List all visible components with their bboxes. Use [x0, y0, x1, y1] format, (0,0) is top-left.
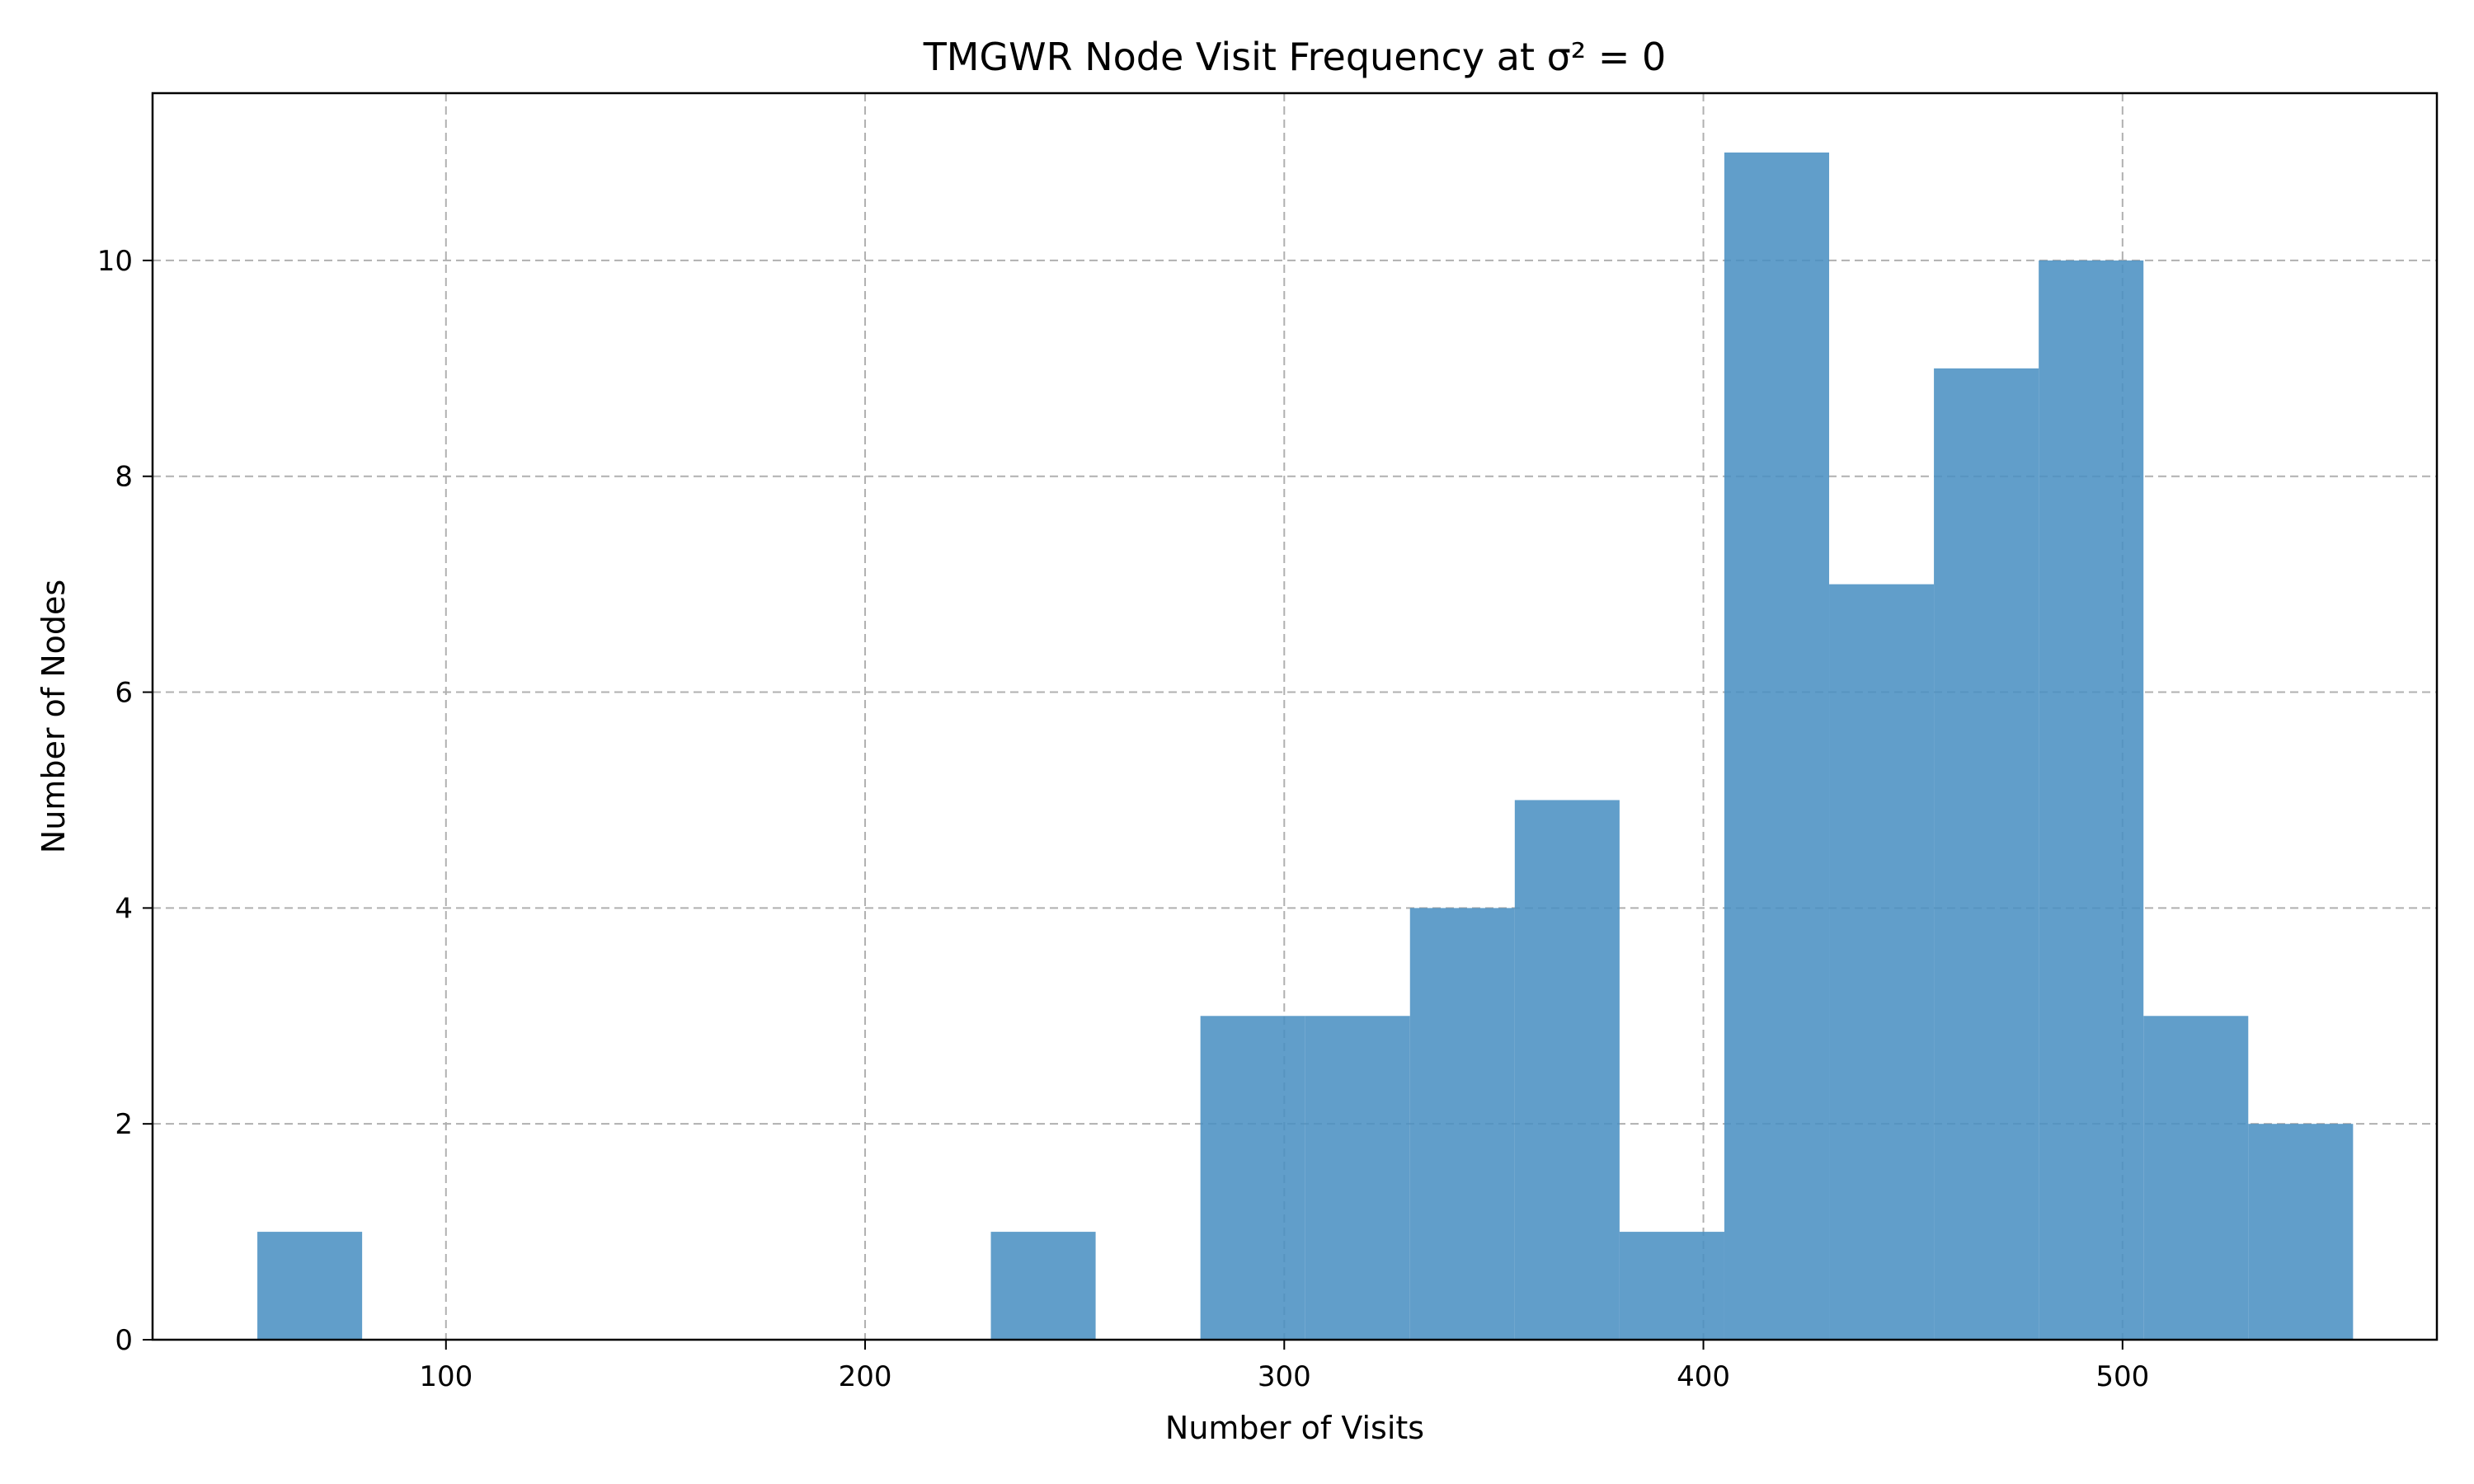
histogram-bar — [1724, 153, 1830, 1340]
y-axis-ticks: 0 2 4 6 8 10 — [97, 245, 153, 1357]
plot-frame — [151, 92, 2439, 1341]
y-axis-label: Number of Nodes — [35, 580, 72, 853]
y-tick-label: 10 — [97, 245, 133, 278]
y-tick-label: 8 — [115, 461, 133, 494]
x-axis-ticks: 100 200 300 400 500 — [419, 1340, 2149, 1393]
x-tick-label: 200 — [839, 1360, 892, 1393]
y-tick-label: 2 — [115, 1108, 133, 1141]
y-tick-label: 6 — [115, 677, 133, 710]
y-tick-label: 4 — [115, 892, 133, 925]
y-tick-label: 0 — [115, 1324, 133, 1357]
chart-title: TMGWR Node Visit Frequency at σ² = 0 — [923, 35, 1667, 79]
histogram-bar — [1409, 908, 1515, 1340]
bars — [257, 153, 2354, 1341]
x-tick-label: 500 — [2095, 1360, 2149, 1393]
histogram-bar — [257, 1232, 363, 1340]
histogram-bar — [1619, 1232, 1724, 1340]
histogram-bar — [1829, 584, 1935, 1340]
histogram-bar — [2039, 260, 2144, 1341]
histogram-bar — [1305, 1016, 1410, 1340]
x-tick-label: 300 — [1258, 1360, 1311, 1393]
histogram-bar — [990, 1232, 1096, 1340]
histogram-bar — [2143, 1016, 2249, 1340]
histogram-bar — [1200, 1016, 1305, 1340]
histogram-bar — [1514, 800, 1620, 1340]
x-tick-label: 400 — [1677, 1360, 1730, 1393]
histogram-bar — [1934, 368, 2039, 1341]
x-axis-label: Number of Visits — [1165, 1410, 1424, 1446]
histogram-bar — [2248, 1124, 2354, 1340]
x-tick-label: 100 — [419, 1360, 473, 1393]
